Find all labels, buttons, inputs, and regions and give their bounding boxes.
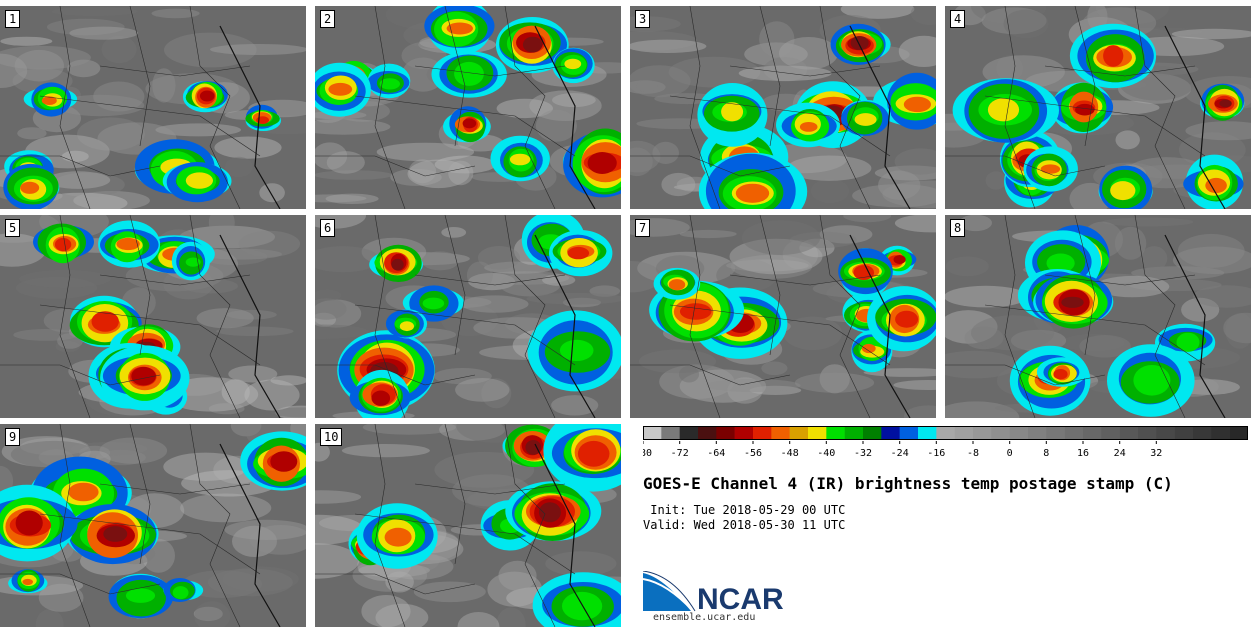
colorbar-bin — [698, 426, 717, 440]
colorbar-tick-label: -64 — [707, 448, 725, 457]
colorbar-bin — [771, 426, 790, 440]
figure-title: GOES-E Channel 4 (IR) brightness temp po… — [643, 474, 1173, 493]
colorbar-bin — [1229, 426, 1248, 440]
panel-number: 6 — [320, 219, 336, 237]
ir-map — [630, 6, 936, 209]
ir-map — [630, 215, 936, 418]
colorbar-tick-label: -48 — [781, 448, 799, 457]
colorbar-bin — [789, 426, 809, 440]
colorbar-bin — [973, 426, 992, 440]
ir-map — [315, 424, 621, 627]
stamp-panel-3: 3 — [630, 6, 936, 209]
colorbar-bin — [1064, 426, 1084, 440]
stamp-panel-7: 7 — [630, 215, 936, 418]
panel-number: 5 — [5, 219, 21, 237]
colorbar-bin — [716, 426, 735, 440]
colorbar-bin — [1138, 426, 1157, 440]
valid-time: Valid: Wed 2018-05-30 11 UTC — [643, 518, 846, 532]
stamp-panel-4: 4 — [945, 6, 1251, 209]
colorbar-bin — [826, 426, 845, 440]
init-time: Init: Tue 2018-05-29 00 UTC — [643, 503, 846, 517]
colorbar-bin — [1046, 426, 1065, 440]
ir-map — [945, 215, 1251, 418]
ncar-url: ensemble.ucar.edu — [653, 612, 756, 623]
colorbar-tick-label: -56 — [744, 448, 762, 457]
colorbar-tick-label: -24 — [891, 448, 909, 457]
ir-map — [315, 215, 621, 418]
colorbar-bin — [734, 426, 754, 440]
colorbar-tick-label: -72 — [671, 448, 689, 457]
colorbar-bin — [1119, 426, 1139, 440]
colorbar-bin — [679, 426, 699, 440]
colorbar-bin — [899, 426, 919, 440]
stamp-panel-8: 8 — [945, 215, 1251, 418]
colorbar-bin — [954, 426, 974, 440]
panel-number: 8 — [950, 219, 966, 237]
stamp-panel-1: 1 — [0, 6, 306, 209]
panel-number: 3 — [635, 10, 651, 28]
panel-number: 4 — [950, 10, 966, 28]
colorbar-bin — [643, 426, 662, 440]
ir-map — [945, 6, 1251, 209]
colorbar-bin — [1193, 426, 1212, 440]
ir-map — [0, 215, 306, 418]
ir-map — [0, 6, 306, 209]
colorbar-bin — [1083, 426, 1102, 440]
colorbar-tick-label: 8 — [1043, 448, 1049, 457]
colorbar — [643, 426, 1248, 440]
stamp-panel-10: 10 — [315, 424, 621, 627]
colorbar-bin — [1156, 426, 1175, 440]
stamp-panel-6: 6 — [315, 215, 621, 418]
colorbar-bin — [661, 426, 680, 440]
panel-number: 9 — [5, 428, 21, 446]
colorbar-tick-label: 0 — [1007, 448, 1013, 457]
colorbar-tick-label: -32 — [854, 448, 872, 457]
colorbar-bin — [881, 426, 900, 440]
colorbar-bin — [1028, 426, 1047, 440]
logo-text: NCAR — [697, 583, 784, 613]
colorbar-bin — [844, 426, 864, 440]
colorbar-tick-label: 16 — [1077, 448, 1089, 457]
colorbar-bin — [808, 426, 827, 440]
colorbar-tick-label: 32 — [1150, 448, 1162, 457]
stamp-panel-9: 9 — [0, 424, 306, 627]
colorbar-bin — [1009, 426, 1029, 440]
ir-map — [315, 6, 621, 209]
colorbar-tick-label: -40 — [817, 448, 835, 457]
stamp-panel-2: 2 — [315, 6, 621, 209]
panel-number: 7 — [635, 219, 651, 237]
colorbar-bin — [753, 426, 772, 440]
colorbar-bin — [991, 426, 1010, 440]
stamp-panel-5: 5 — [0, 215, 306, 418]
colorbar-tick-label: -8 — [967, 448, 979, 457]
panel-number: 1 — [5, 10, 21, 28]
colorbar-tick-label: 24 — [1114, 448, 1126, 457]
panel-number: 2 — [320, 10, 336, 28]
colorbar-bin — [1211, 426, 1230, 440]
colorbar-tick-label: -16 — [927, 448, 945, 457]
ncar-logo: NCAR — [643, 571, 784, 613]
colorbar-bin — [1101, 426, 1120, 440]
colorbar-tick-label: -80 — [643, 448, 652, 457]
colorbar-bin — [918, 426, 937, 440]
panel-number: 10 — [320, 428, 343, 446]
colorbar-bin — [1174, 426, 1194, 440]
colorbar-bin — [863, 426, 882, 440]
colorbar-bin — [936, 426, 955, 440]
ir-map — [0, 424, 306, 627]
